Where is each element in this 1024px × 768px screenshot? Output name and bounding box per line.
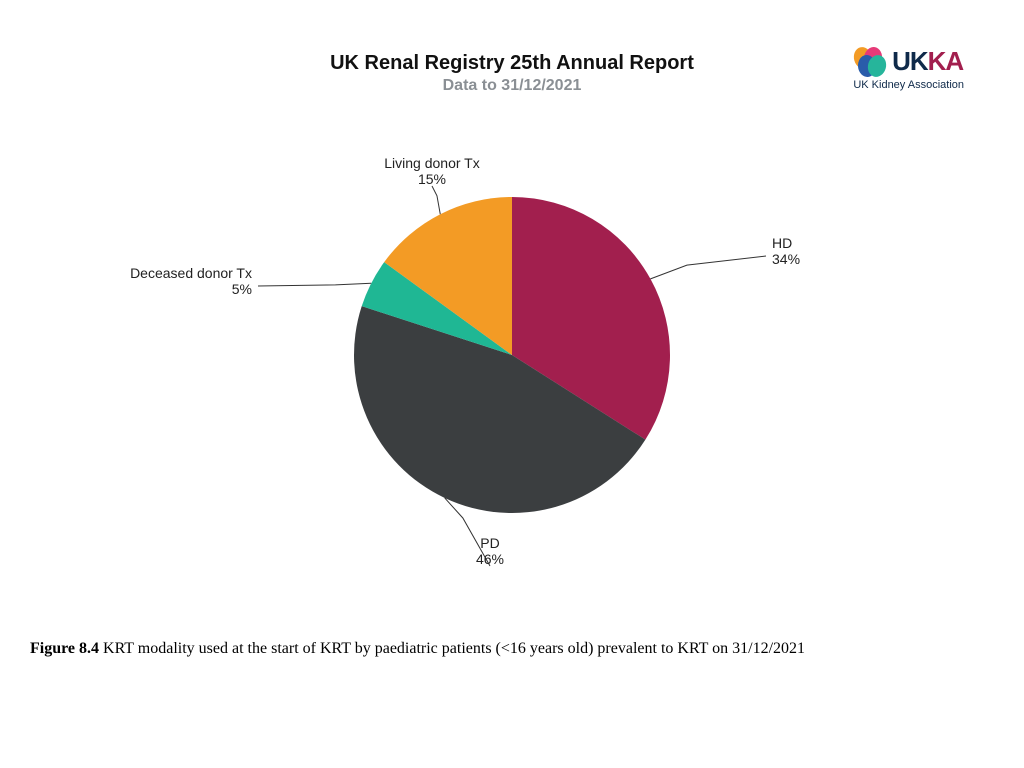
slice-label-name: HD — [772, 235, 792, 251]
figure-number: Figure 8.4 — [30, 640, 99, 657]
slice-label-name: PD — [480, 535, 499, 551]
slice-label-name: Living donor Tx — [384, 155, 479, 171]
ukka-logo-main: UKKA — [853, 46, 964, 77]
slice-label-percent: 46% — [476, 551, 504, 567]
slice-label-percent: 5% — [232, 281, 252, 297]
slice-label-percent: 34% — [772, 251, 800, 267]
ukka-logo: UKKA UK Kidney Association — [853, 46, 964, 91]
figure-caption-text: KRT modality used at the start of KRT by… — [99, 640, 805, 657]
leader-line — [258, 283, 371, 286]
ukka-logo-subtitle: UK Kidney Association — [853, 79, 964, 91]
pie-chart-svg: HD34% PD46% Deceased donor Tx5% Living dono… — [0, 140, 1024, 620]
ukka-logo-text: UKKA — [892, 46, 963, 77]
ukka-logo-icon — [854, 47, 888, 77]
pie-chart-container: HD34% PD46% Deceased donor Tx5% Living dono… — [0, 140, 1024, 620]
ukka-logo-text-accent: KA — [928, 46, 964, 76]
leader-line — [432, 186, 440, 214]
slice-label-name: Deceased donor Tx — [130, 265, 252, 281]
figure-caption: Figure 8.4 KRT modality used at the star… — [30, 640, 994, 658]
ukka-logo-text-prefix: UK — [892, 46, 928, 76]
leader-line — [650, 256, 766, 279]
slice-label-percent: 15% — [418, 171, 446, 187]
